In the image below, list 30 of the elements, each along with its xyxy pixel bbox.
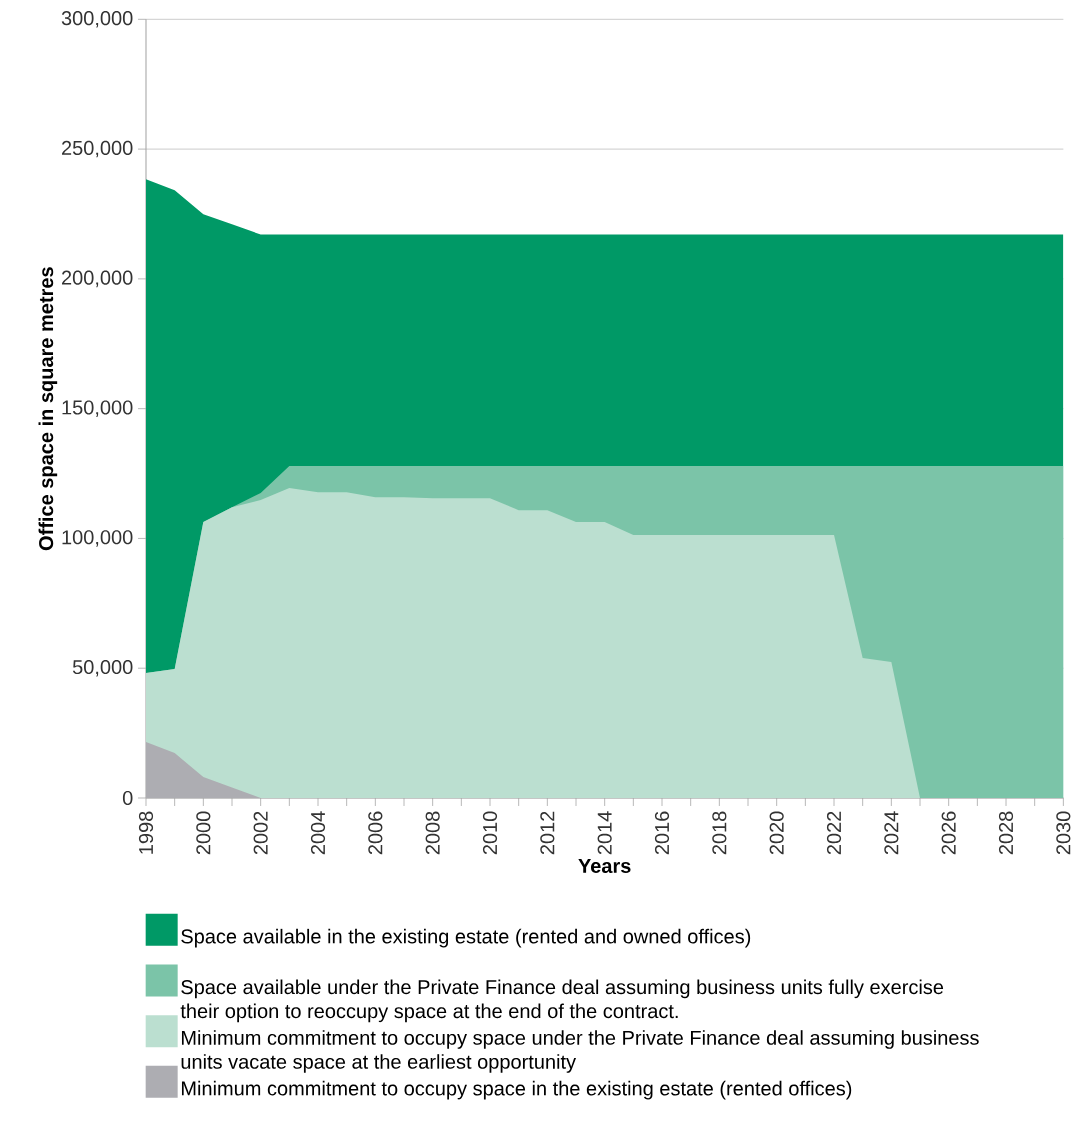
y-tick-label: 200,000 — [62, 270, 133, 288]
x-tick-label: 2008 — [425, 811, 440, 855]
x-tick-label: 2028 — [998, 811, 1014, 855]
x-axis-title: Years — [578, 859, 631, 873]
x-tick-label: 2012 — [540, 811, 555, 855]
x-tick-label: 2014 — [597, 811, 612, 855]
x-tick-label: 2006 — [368, 811, 383, 855]
legend-label: Minimum commitment to occupy space in the existing estate (rented offices) — [181, 1080, 852, 1100]
y-axis-title: Office space in square metres — [38, 267, 58, 551]
x-tick-label: 2004 — [310, 811, 326, 855]
x-tick-label: 1998 — [138, 811, 154, 854]
legend-label: Space available in the existing estate (rented and owned offices) — [181, 928, 751, 948]
y-tick-label: 300,000 — [61, 11, 133, 28]
y-tick-label: 50,000 — [72, 659, 133, 677]
x-tick-label: 2016 — [654, 811, 670, 855]
x-tick-label: 2030 — [1056, 811, 1071, 855]
x-tick-label: 2024 — [884, 811, 899, 855]
x-tick-label: 2010 — [482, 811, 498, 855]
x-tick-label: 2020 — [769, 811, 784, 855]
x-tick-label: 2022 — [826, 811, 842, 855]
legend-label: Space available under the Private Finance deal assuming business units fully exercise their option to reoccupy space at the end of the contract. — [180, 979, 944, 1023]
y-tick-label: 250,000 — [62, 140, 133, 158]
legend-label: Minimum commitment to occupy space under the Private Finance deal assuming business units vacate space at the earliest opportunity — [181, 1030, 979, 1073]
y-tick-label: 0 — [122, 790, 133, 806]
y-tick-label: 100,000 — [62, 530, 133, 547]
x-tick-label: 2018 — [712, 811, 727, 855]
x-tick-label: 2002 — [253, 811, 268, 855]
y-tick-label: 150,000 — [62, 400, 133, 417]
x-tick-label: 2000 — [196, 811, 211, 855]
x-tick-label: 2026 — [941, 811, 956, 855]
